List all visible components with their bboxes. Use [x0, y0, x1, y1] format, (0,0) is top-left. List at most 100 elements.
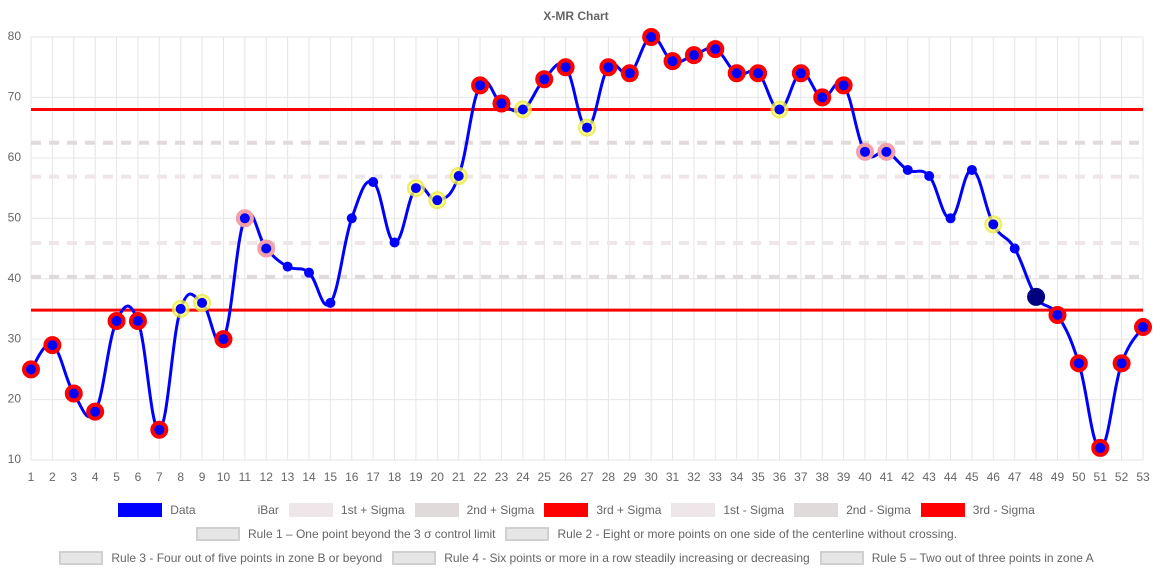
point	[517, 104, 528, 115]
x-tick-label: 18	[388, 470, 402, 484]
x-tick-label: 1	[28, 470, 35, 484]
point	[68, 388, 79, 399]
point	[475, 80, 486, 91]
legend-swatch	[59, 551, 104, 565]
x-tick-label: 23	[495, 470, 509, 484]
point	[795, 68, 806, 79]
legend-item: Rule 1 – One point beyond the 3 σ contro…	[195, 527, 496, 541]
legend-label: 3rd + Sigma	[596, 503, 662, 517]
x-tick-label: 38	[816, 470, 830, 484]
x-tick-label: 12	[260, 470, 274, 484]
point	[1009, 243, 1020, 254]
point	[1052, 309, 1063, 320]
point	[47, 340, 58, 351]
y-tick-label: 10	[8, 452, 22, 466]
x-tick-label: 48	[1029, 470, 1043, 484]
x-tick-label: 11	[239, 470, 252, 484]
point	[175, 303, 186, 314]
x-tick-label: 40	[858, 470, 872, 484]
point	[346, 213, 357, 224]
point	[624, 68, 635, 79]
point	[90, 406, 101, 417]
point	[410, 183, 421, 194]
legend-swatch	[288, 503, 333, 517]
x-tick-label: 22	[473, 470, 487, 484]
legend-label: 1st + Sigma	[340, 503, 405, 517]
legend-swatch	[195, 527, 240, 541]
point	[966, 164, 977, 175]
point	[838, 80, 849, 91]
x-tick-label: 8	[177, 470, 184, 484]
x-tick-label: 6	[135, 470, 142, 484]
legend-label: 3rd - Sigma	[972, 503, 1035, 517]
x-tick-label: 33	[709, 470, 723, 484]
x-tick-label: 47	[1008, 470, 1022, 484]
legend-item: Rule 5 – Two out of three points in zone…	[819, 551, 1094, 565]
point	[111, 316, 122, 327]
x-tick-label: 50	[1072, 470, 1086, 484]
x-tick-label: 36	[773, 470, 787, 484]
point	[368, 177, 379, 188]
x-tick-label: 49	[1051, 470, 1065, 484]
y-tick-label: 60	[8, 150, 22, 164]
legend-item: 3rd - Sigma	[920, 503, 1035, 517]
legend-label: Rule 3 - Four out of five points in zone…	[111, 551, 383, 565]
legend-item: 2nd + Sigma	[414, 503, 534, 517]
y-tick-label: 40	[8, 271, 22, 285]
legend-item: Rule 4 - Six points or more in a row ste…	[392, 551, 810, 565]
legend: Data iBar 1st + Sigma 2nd + Sigma 3rd + Sigm…	[0, 498, 1153, 570]
x-tick-label: 14	[302, 470, 316, 484]
x-tick-label: 28	[602, 470, 616, 484]
point	[496, 98, 507, 109]
x-tick-label: 26	[559, 470, 573, 484]
x-tick-label: 34	[730, 470, 744, 484]
point	[560, 62, 571, 73]
legend-label: Data	[170, 503, 196, 517]
legend-swatch	[544, 503, 589, 517]
legend-label: 2nd - Sigma	[846, 503, 911, 517]
point	[1116, 358, 1127, 369]
point	[132, 316, 143, 327]
point	[988, 219, 999, 230]
point	[453, 170, 464, 181]
x-tick-label: 31	[666, 470, 680, 484]
point	[945, 213, 956, 224]
x-tick-label: 52	[1115, 470, 1129, 484]
legend-label: Rule 1 – One point beyond the 3 σ contro…	[247, 527, 496, 541]
chart-title: X-MR Chart	[543, 9, 608, 23]
x-tick-label: 24	[516, 470, 530, 484]
legend-swatch	[794, 503, 839, 517]
point	[282, 261, 293, 272]
point	[667, 56, 678, 67]
point	[325, 297, 336, 308]
x-tick-label: 2	[49, 470, 56, 484]
point	[710, 44, 721, 55]
y-tick-label: 30	[8, 331, 22, 345]
x-tick-label: 39	[837, 470, 851, 484]
x-tick-label: 13	[281, 470, 295, 484]
x-tick-label: 30	[644, 470, 658, 484]
point	[603, 62, 614, 73]
legend-swatch	[206, 503, 250, 517]
legend-label: iBar	[257, 503, 279, 517]
y-tick-label: 80	[8, 29, 22, 43]
point	[774, 104, 785, 115]
point	[881, 146, 892, 157]
x-tick-label: 20	[431, 470, 445, 484]
x-tick-label: 4	[92, 470, 99, 484]
legend-item: Rule 2 - Eight or more points on one sid…	[505, 527, 957, 541]
legend-label: Rule 2 - Eight or more points on one sid…	[557, 527, 958, 541]
legend-row: Rule 1 – One point beyond the 3 σ contro…	[0, 522, 1153, 546]
x-tick-label: 43	[922, 470, 936, 484]
legend-swatch	[414, 503, 459, 517]
legend-swatch	[920, 503, 965, 517]
point	[1073, 358, 1084, 369]
x-tick-label: 37	[794, 470, 808, 484]
legend-label: 1st - Sigma	[723, 503, 785, 517]
point	[753, 68, 764, 79]
legend-item: 1st + Sigma	[288, 503, 405, 517]
point	[218, 334, 229, 345]
point	[197, 297, 208, 308]
x-tick-label: 27	[580, 470, 594, 484]
legend-item: 3rd + Sigma	[544, 503, 661, 517]
